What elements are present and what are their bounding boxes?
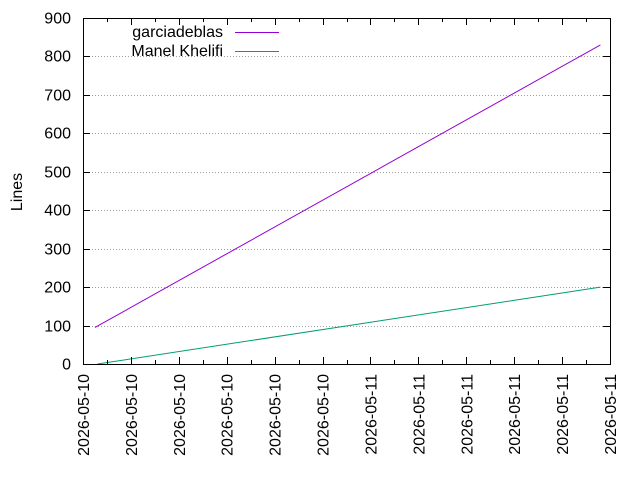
y-tick-label: 200 (44, 280, 71, 297)
series-line-1 (97, 286, 601, 365)
x-tick-label: 2026-05-10 (76, 374, 93, 456)
x-tick-label: 2026-05-11 (459, 374, 476, 455)
x-tick-label: 2026-05-10 (172, 374, 189, 456)
y-tick-label: 900 (44, 11, 71, 28)
series-line-0 (94, 44, 601, 328)
x-tick-label: 2026-05-11 (411, 374, 428, 455)
x-tick-label: 2026-05-11 (555, 374, 572, 455)
y-tick-label: 300 (44, 242, 71, 259)
x-tick-label: 2026-05-10 (316, 374, 333, 456)
x-tick-label: 2026-05-11 (363, 374, 380, 455)
x-tick-label: 2026-05-10 (220, 374, 237, 456)
series-layer (94, 44, 601, 365)
legend-label: garciadeblas (132, 24, 223, 41)
y-axis-title: Lines (9, 173, 26, 211)
x-axis: 2026-05-10 2026-05-10 2026-05-10 2026-05-10… (76, 18, 620, 456)
x-tick-label: 2026-05-11 (603, 374, 620, 455)
y-tick-label: 600 (44, 126, 71, 143)
y-axis: 0 100 200 300 400 500 600 700 800 900 (44, 11, 610, 374)
y-tick-label: 0 (62, 357, 71, 374)
legend: garciadeblas Manel Khelifi (131, 24, 279, 60)
legend-label: Manel Khelifi (131, 43, 223, 60)
y-tick-label: 700 (44, 88, 71, 105)
y-tick-label: 400 (44, 203, 71, 220)
y-tick-label: 500 (44, 165, 71, 182)
x-tick-label: 2026-05-11 (507, 374, 524, 455)
y-tick-label: 800 (44, 49, 71, 66)
grid-lines (83, 56, 610, 327)
y-tick-label: 100 (44, 319, 71, 336)
x-tick-label: 2026-05-10 (268, 374, 285, 456)
x-tick-label: 2026-05-10 (124, 374, 141, 456)
